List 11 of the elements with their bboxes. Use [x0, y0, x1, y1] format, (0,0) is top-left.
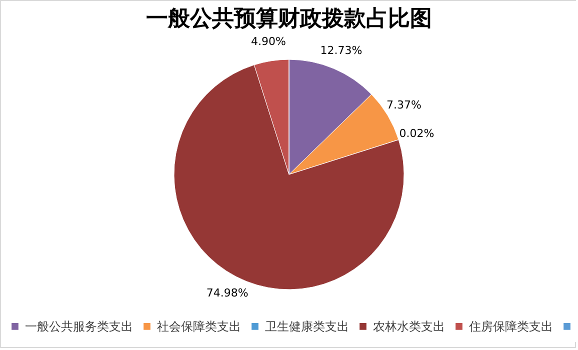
data-label: 4.90% — [250, 35, 286, 48]
chart-title: 一般公共预算财政拨款占比图 — [146, 6, 432, 32]
data-label: 74.98% — [206, 286, 248, 300]
data-label: 7.37% — [386, 98, 422, 112]
legend-label: 卫生健康类支出 — [265, 319, 349, 334]
legend-label: 社会保障类支出 — [157, 319, 241, 334]
data-label: 12.73% — [320, 44, 362, 58]
data-label: 0.02% — [399, 126, 434, 140]
legend-label: 农林水类支出 — [373, 319, 445, 334]
legend-label: 一般公共服务类支出 — [25, 319, 133, 334]
legend-label: 住房保障类支出 — [468, 319, 553, 334]
